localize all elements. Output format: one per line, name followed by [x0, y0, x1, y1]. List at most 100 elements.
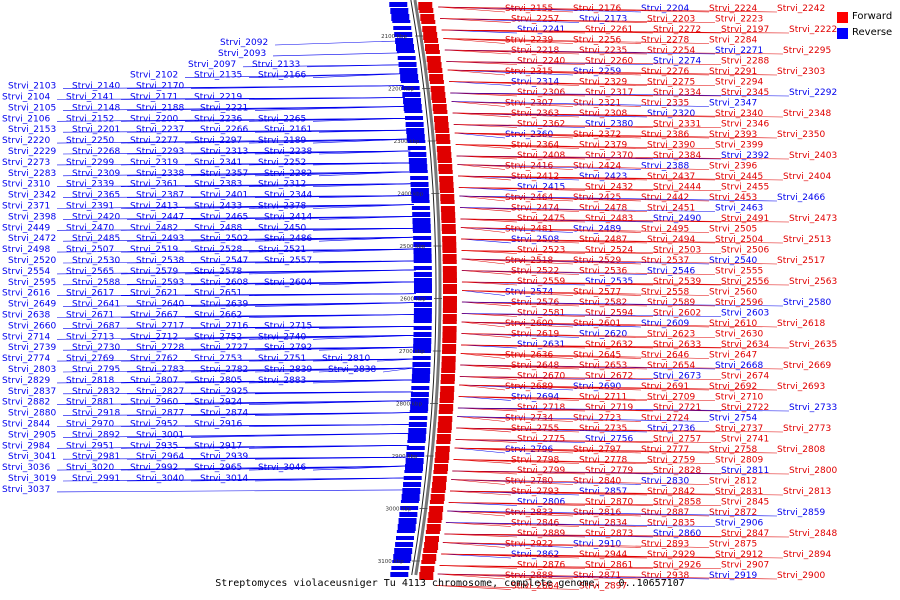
reverse-gene-leader — [248, 269, 416, 275]
forward-gene-block — [441, 218, 456, 223]
reverse-gene-label: Strvi_2951 — [66, 441, 114, 451]
forward-gene-label: Strvi_2926 — [653, 561, 701, 571]
reverse-gene-label: Strvi_2608 — [200, 278, 248, 288]
reverse-gene-label: Strvi_2837 — [8, 387, 56, 397]
reverse-gene-label: Strvi_2361 — [130, 180, 178, 190]
forward-gene-leader — [457, 164, 710, 170]
forward-gene-block — [437, 158, 452, 163]
reverse-gene-label: Strvi_2662 — [194, 311, 242, 321]
forward-gene-label: Strvi_2875 — [709, 540, 757, 550]
reverse-gene-label: Strvi_2297 — [194, 136, 242, 146]
forward-gene-block — [422, 554, 437, 561]
forward-gene-label: Strvi_2523 — [517, 246, 565, 256]
reverse-gene-block — [403, 104, 422, 111]
reverse-gene-label: Strvi_2309 — [72, 169, 120, 179]
forward-gene-label: Strvi_2758 — [709, 445, 757, 455]
reverse-gene-leader — [312, 162, 412, 166]
forward-gene-block — [438, 164, 453, 171]
forward-gene-label: Strvi_2274 — [653, 57, 701, 67]
forward-gene-label: Strvi_2828 — [653, 466, 701, 476]
forward-gene-leader — [461, 281, 790, 286]
forward-gene-leader — [460, 227, 710, 233]
forward-gene-label: Strvi_2546 — [647, 267, 695, 277]
reverse-gene-block — [410, 398, 429, 404]
forward-gene-leader — [461, 250, 722, 254]
forward-gene-leader — [460, 218, 790, 223]
forward-gene-leader — [443, 38, 506, 44]
reverse-gene-leader — [248, 118, 408, 122]
forward-gene-label: Strvi_2893 — [641, 540, 689, 550]
forward-gene-leader — [461, 290, 506, 296]
forward-gene-label: Strvi_2620 — [579, 330, 627, 340]
forward-gene-label: Strvi_2203 — [647, 15, 695, 25]
reverse-gene-block — [397, 524, 416, 531]
forward-gene-leader — [452, 112, 784, 118]
reverse-gene-label: Strvi_2470 — [66, 223, 114, 233]
forward-gene-label: Strvi_2907 — [721, 561, 769, 571]
forward-gene-leader — [461, 258, 574, 265]
reverse-gene-block — [400, 500, 419, 503]
reverse-gene-block — [404, 470, 423, 473]
reverse-gene-leader — [318, 150, 411, 155]
forward-gene-label: Strvi_2256 — [573, 36, 621, 46]
reverse-gene-leader — [254, 106, 407, 111]
reverse-gene-leader — [248, 293, 417, 296]
reverse-gene-label: Strvi_2752 — [194, 332, 242, 342]
reverse-gene-label: Strvi_2135 — [194, 71, 242, 81]
reverse-gene-block — [406, 446, 425, 450]
forward-gene-label: Strvi_2370 — [585, 151, 633, 161]
forward-gene-label: Strvi_2536 — [579, 267, 627, 277]
reverse-gene-label: Strvi_2740 — [258, 332, 306, 342]
forward-gene-label: Strvi_2388 — [641, 162, 689, 172]
forward-gene-block — [438, 416, 453, 422]
forward-gene-label: Strvi_2294 — [715, 78, 763, 88]
reverse-gene-leader — [254, 302, 416, 307]
forward-gene-label: Strvi_2722 — [721, 403, 769, 413]
forward-gene-label: Strvi_2442 — [641, 193, 689, 203]
reverse-gene-block — [403, 482, 422, 487]
reverse-gene-leader — [312, 204, 414, 209]
forward-gene-label: Strvi_2271 — [715, 46, 763, 56]
forward-gene-block — [440, 206, 455, 212]
forward-gene-label: Strvi_2423 — [579, 172, 627, 182]
reverse-gene-label: Strvi_2433 — [194, 202, 242, 212]
forward-gene-leader — [458, 396, 716, 401]
reverse-gene-leader — [274, 40, 398, 46]
forward-gene-label: Strvi_2506 — [721, 246, 769, 256]
forward-gene-label: Strvi_2718 — [517, 403, 565, 413]
forward-gene-block — [424, 38, 439, 43]
reverse-gene-label: Strvi_2617 — [66, 289, 114, 299]
forward-gene-leader — [458, 175, 512, 181]
forward-gene-label: Strvi_2756 — [585, 435, 633, 445]
reverse-gene-block — [392, 560, 411, 563]
forward-gene-block — [422, 26, 437, 32]
forward-gene-leader — [459, 195, 574, 202]
reverse-gene-block — [395, 38, 414, 44]
forward-gene-label: Strvi_2340 — [715, 109, 763, 119]
reverse-gene-label: Strvi_2810 — [322, 354, 370, 364]
forward-gene-leader — [454, 132, 506, 139]
reverse-gene-leader — [312, 335, 416, 340]
reverse-gene-label: Strvi_2792 — [264, 343, 312, 353]
forward-gene-label: Strvi_2670 — [517, 372, 565, 382]
forward-gene-label: Strvi_2260 — [585, 57, 633, 67]
reverse-gene-block — [391, 14, 410, 21]
reverse-gene-label: Strvi_2141 — [66, 93, 114, 103]
reverse-gene-label: Strvi_2104 — [2, 93, 50, 103]
forward-gene-label: Strvi_2494 — [647, 235, 695, 245]
forward-gene-block — [418, 2, 433, 10]
forward-gene-leader — [461, 321, 506, 328]
forward-gene-label: Strvi_2799 — [517, 466, 565, 476]
reverse-gene-label: Strvi_2844 — [2, 420, 50, 430]
forward-gene-leader — [455, 439, 722, 443]
reverse-gene-label: Strvi_2660 — [8, 321, 56, 331]
forward-gene-label: Strvi_2292 — [789, 88, 837, 98]
forward-gene-label: Strvi_2857 — [579, 487, 627, 497]
forward-gene-label: Strvi_2669 — [783, 361, 831, 371]
reverse-gene-label: Strvi_2641 — [72, 300, 120, 310]
forward-gene-label: Strvi_2176 — [573, 4, 621, 14]
forward-gene-label: Strvi_2495 — [641, 225, 689, 235]
reverse-gene-block — [412, 230, 431, 233]
forward-gene-leader — [443, 38, 710, 44]
reverse-gene-block — [400, 80, 419, 83]
